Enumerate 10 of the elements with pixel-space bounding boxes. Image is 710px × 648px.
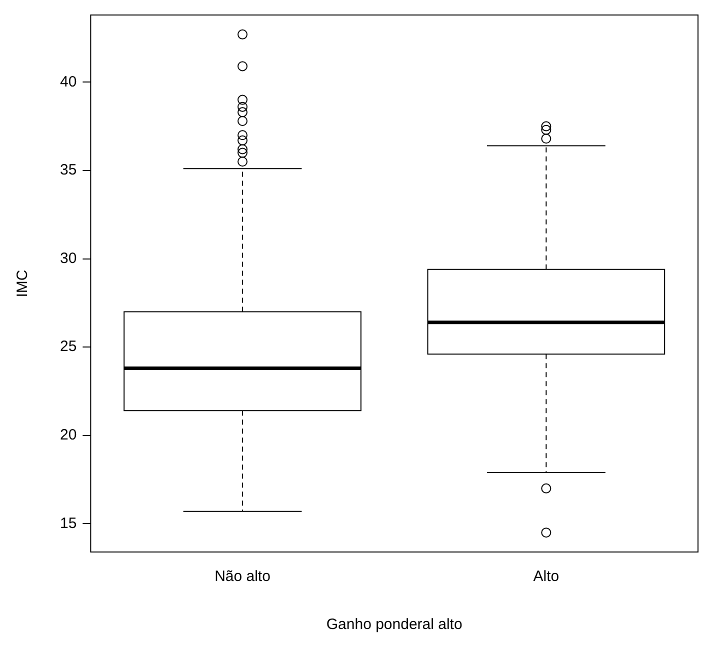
y-axis-title: IMC [14, 270, 32, 298]
x-tick-label: Alto [533, 568, 560, 586]
y-tick-label: 25 [60, 338, 77, 356]
y-tick-label: 40 [60, 73, 77, 90]
y-tick-label: 20 [60, 426, 77, 444]
x-tick-label: Não alto [214, 568, 270, 586]
y-tick-label: 30 [60, 250, 77, 267]
y-tick-label: 35 [60, 162, 77, 179]
y-tick-label: 15 [60, 514, 77, 532]
x-axis-title: Ganho ponderal alto [326, 616, 462, 634]
